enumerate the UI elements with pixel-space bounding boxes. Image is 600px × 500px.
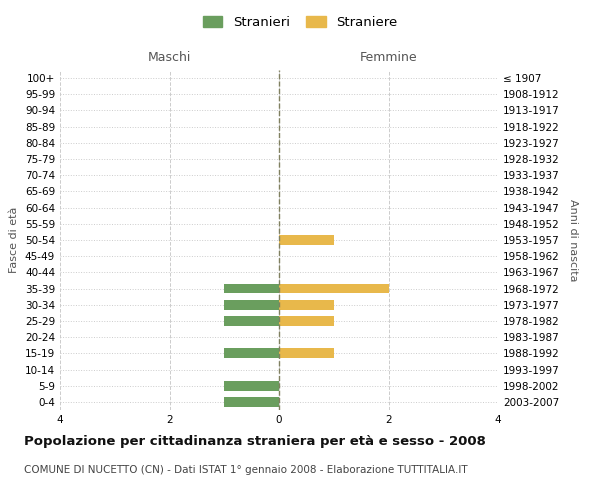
- Bar: [224, 381, 279, 390]
- Legend: Stranieri, Straniere: Stranieri, Straniere: [199, 12, 401, 33]
- Bar: [224, 348, 279, 358]
- Bar: [224, 284, 279, 294]
- Bar: [279, 316, 334, 326]
- Bar: [279, 284, 389, 294]
- Bar: [279, 235, 334, 245]
- Bar: [224, 316, 279, 326]
- Text: Popolazione per cittadinanza straniera per età e sesso - 2008: Popolazione per cittadinanza straniera p…: [24, 435, 486, 448]
- Text: COMUNE DI NUCETTO (CN) - Dati ISTAT 1° gennaio 2008 - Elaborazione TUTTITALIA.IT: COMUNE DI NUCETTO (CN) - Dati ISTAT 1° g…: [24, 465, 467, 475]
- Bar: [224, 300, 279, 310]
- Y-axis label: Fasce di età: Fasce di età: [10, 207, 19, 273]
- Text: Maschi: Maschi: [148, 50, 191, 64]
- Text: Femmine: Femmine: [359, 50, 418, 64]
- Y-axis label: Anni di nascita: Anni di nascita: [568, 198, 578, 281]
- Bar: [279, 348, 334, 358]
- Bar: [224, 397, 279, 407]
- Bar: [279, 300, 334, 310]
